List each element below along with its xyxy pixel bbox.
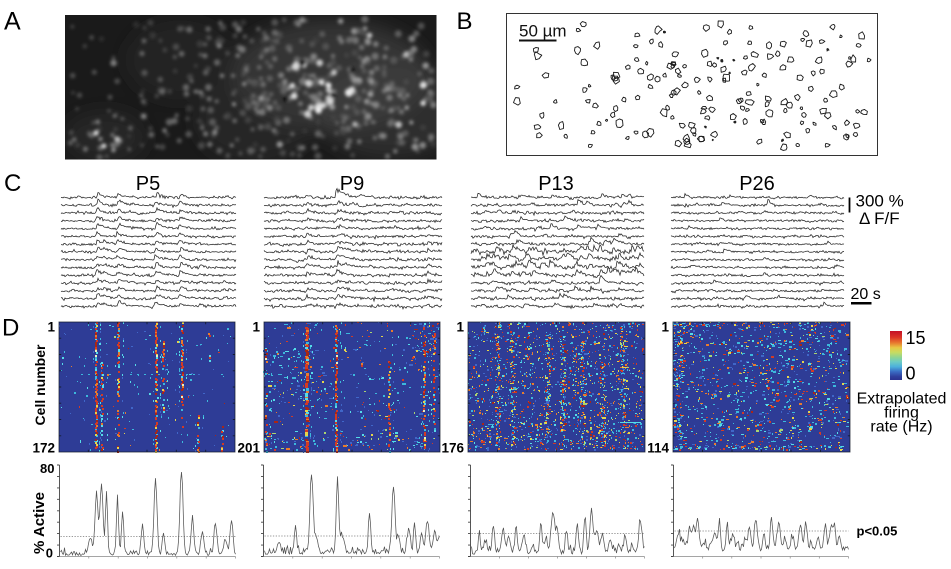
svg-text:Cell number: Cell number xyxy=(32,344,48,425)
svg-text:firing: firing xyxy=(884,405,919,422)
svg-text:P13: P13 xyxy=(538,173,574,195)
svg-text:P26: P26 xyxy=(739,173,775,195)
svg-text:114: 114 xyxy=(647,441,669,456)
svg-text:15: 15 xyxy=(906,328,926,348)
svg-text:0: 0 xyxy=(46,546,53,561)
svg-text:Δ F/F: Δ F/F xyxy=(859,209,900,228)
svg-text:B: B xyxy=(457,8,473,35)
svg-text:P5: P5 xyxy=(136,173,160,195)
svg-text:201: 201 xyxy=(237,441,260,456)
svg-text:P9: P9 xyxy=(340,173,364,195)
svg-text:1: 1 xyxy=(47,320,55,335)
svg-text:80: 80 xyxy=(40,461,54,476)
svg-text:rate (Hz): rate (Hz) xyxy=(870,419,932,436)
svg-text:1: 1 xyxy=(661,320,669,335)
svg-text:A: A xyxy=(4,8,21,36)
svg-text:176: 176 xyxy=(441,441,464,456)
svg-text:50 µm: 50 µm xyxy=(519,22,567,41)
svg-text:1: 1 xyxy=(252,320,260,335)
svg-text:Extrapolated: Extrapolated xyxy=(857,391,947,408)
svg-text:C: C xyxy=(4,170,21,197)
svg-text:1: 1 xyxy=(456,320,464,335)
svg-text:20 s: 20 s xyxy=(851,286,881,303)
svg-text:D: D xyxy=(2,315,19,342)
svg-text:300 %: 300 % xyxy=(856,192,904,211)
svg-text:p<0.05: p<0.05 xyxy=(857,524,898,539)
svg-text:0: 0 xyxy=(906,364,916,384)
svg-text:172: 172 xyxy=(32,441,55,456)
svg-text:% Active: % Active xyxy=(31,492,48,554)
